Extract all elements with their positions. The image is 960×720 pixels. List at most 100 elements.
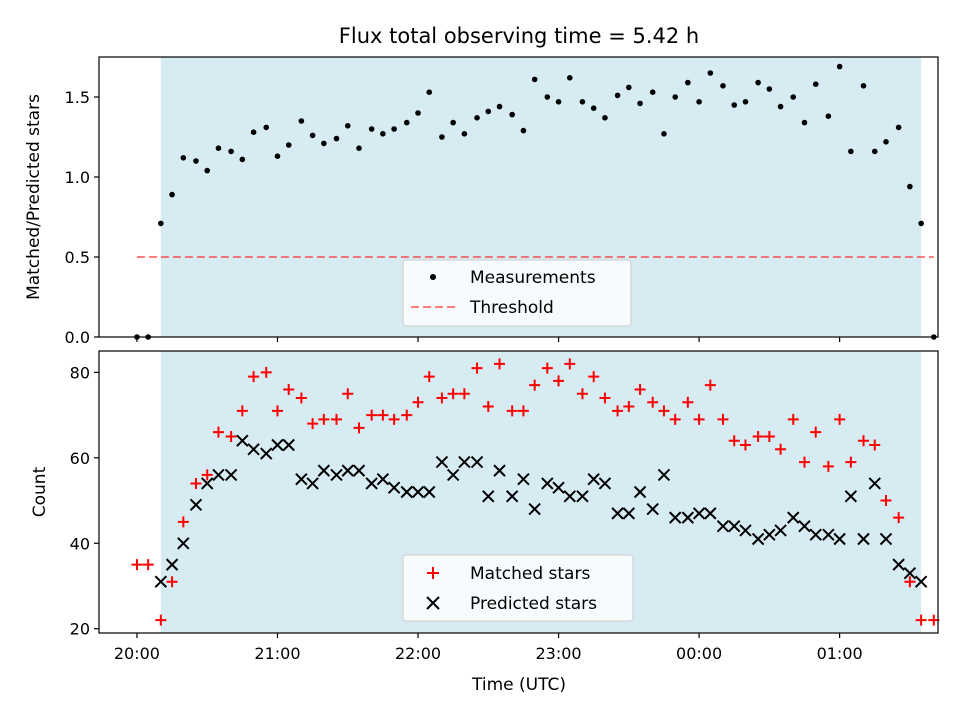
- measurement-point: [766, 86, 773, 92]
- predicted-star-point: [598, 477, 612, 490]
- predicted-star-point: [165, 558, 179, 571]
- measurement-point: [602, 115, 608, 121]
- matched-star-point: [612, 405, 624, 417]
- measurement-point: [509, 111, 515, 118]
- matched-star-point: [553, 375, 565, 387]
- bottom-y-tick-label: 40: [70, 534, 90, 553]
- predicted-star-point: [611, 507, 624, 520]
- top-y-tick-label: 0.0: [65, 328, 90, 347]
- matched-star-point: [506, 405, 518, 417]
- matched-star-point: [775, 443, 787, 455]
- measurement-point: [871, 148, 878, 155]
- predicted-star-point: [892, 558, 905, 571]
- matched-star-point: [599, 392, 611, 404]
- measurement-point: [696, 99, 702, 105]
- measurement-point: [777, 103, 784, 110]
- matched-star-point: [647, 396, 659, 408]
- predicted-star-point: [668, 511, 682, 524]
- predicted-star-point: [903, 566, 917, 580]
- predicted-star-point: [809, 528, 822, 541]
- measurement-point: [614, 92, 621, 99]
- measurement-point: [555, 99, 562, 105]
- measurement-point: [426, 89, 433, 95]
- predicted-star-point: [563, 490, 577, 503]
- matched-star-point: [763, 430, 775, 442]
- matched-star-point: [717, 413, 729, 425]
- predicted-star-point: [189, 498, 203, 512]
- x-tick-label: 21:00: [254, 644, 300, 663]
- measurement-point: [531, 76, 538, 83]
- predicted-star-point: [657, 468, 671, 482]
- predicted-star-point: [646, 502, 659, 516]
- measurement-point: [474, 115, 480, 121]
- measurement-point: [836, 63, 843, 70]
- predicted-star-point: [201, 477, 214, 490]
- measurement-point: [649, 89, 656, 95]
- x-tick-label: 22:00: [395, 644, 441, 663]
- matched-star-point: [166, 576, 178, 588]
- matched-star-point: [893, 512, 905, 524]
- measurement-point: [801, 119, 808, 126]
- predicted-star-point: [833, 532, 846, 546]
- chart-title: Flux total observing time = 5.42 h: [339, 24, 699, 48]
- matched-star-point: [366, 409, 378, 421]
- predicted-star-point: [387, 481, 401, 494]
- predicted-star-point: [681, 511, 695, 524]
- measurement-point: [907, 183, 913, 190]
- matched-star-point: [331, 413, 343, 425]
- measurement-point: [895, 124, 902, 131]
- matched-star-point: [798, 456, 810, 468]
- x-tick-label: 20:00: [114, 644, 160, 663]
- measurement-point: [883, 139, 889, 145]
- matched-star-point: [752, 430, 764, 442]
- measurement-point: [742, 99, 749, 105]
- matched-star-point: [728, 435, 740, 447]
- x-tick-label: 00:00: [676, 644, 722, 663]
- predicted-star-point: [914, 575, 928, 588]
- matched-star-point: [588, 371, 600, 383]
- matched-star-point: [236, 405, 248, 417]
- top-y-tick-label: 1.5: [65, 88, 90, 107]
- measurement-point: [239, 156, 246, 163]
- predicted-star-point: [376, 472, 390, 486]
- predicted-star-point: [154, 575, 168, 588]
- predicted-star-point: [435, 455, 449, 469]
- predicted-star-point: [716, 519, 730, 533]
- predicted-star-point: [739, 524, 752, 537]
- measurement-point: [918, 220, 924, 227]
- legend-measurements-marker: [430, 274, 436, 280]
- legend-matched-marker: [427, 567, 439, 579]
- matched-star-point: [564, 358, 576, 370]
- matched-star-point: [177, 516, 189, 528]
- predicted-star-point: [505, 490, 519, 503]
- predicted-star-point: [787, 511, 800, 524]
- matched-star-point: [682, 396, 694, 408]
- predicted-star-point: [295, 472, 308, 486]
- bottom-legend-box: [402, 554, 634, 622]
- measurement-point: [790, 94, 797, 100]
- measurement-point: [263, 124, 270, 131]
- measurement-point: [461, 131, 468, 137]
- measurement-point: [485, 108, 492, 115]
- matched-star-point: [318, 413, 330, 425]
- bottom-y-axis-label: Count: [30, 466, 50, 517]
- measurement-point: [707, 70, 714, 76]
- predicted-star-point: [704, 507, 717, 520]
- matched-star-point: [623, 401, 635, 413]
- predicted-star-point: [857, 532, 870, 546]
- matched-star-point: [458, 388, 470, 400]
- predicted-star-point: [482, 490, 495, 503]
- predicted-star-point: [352, 464, 366, 477]
- predicted-star-point: [306, 477, 319, 490]
- measurement-point: [403, 119, 410, 126]
- predicted-star-point: [224, 468, 238, 482]
- matched-star-point: [436, 392, 448, 404]
- measurement-point: [228, 148, 234, 155]
- matched-star-point: [576, 388, 588, 400]
- measurement-point: [848, 148, 854, 155]
- matched-star-point: [307, 418, 319, 430]
- matched-star-point: [822, 460, 834, 472]
- predicted-star-point: [212, 468, 225, 482]
